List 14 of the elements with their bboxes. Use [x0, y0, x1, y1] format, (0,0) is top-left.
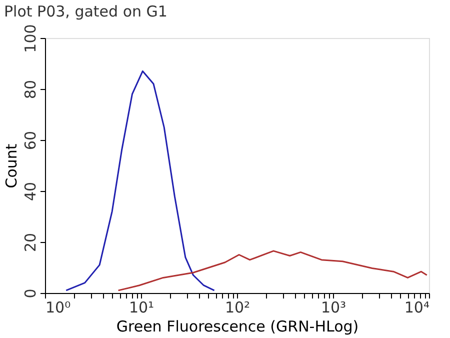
x-tick-label: 10⁰	[46, 298, 71, 316]
x-tick-label: 10³	[320, 298, 346, 316]
y-tick-label: 60	[22, 130, 40, 150]
x-tick-label: 10²	[224, 298, 250, 316]
x-tick-label: 10¹	[128, 298, 154, 316]
y-tick-label: 80	[22, 80, 40, 100]
x-axis-title: Green Fluorescence (GRN-HLog)	[116, 318, 359, 336]
y-tick-label: 100	[22, 24, 40, 53]
chart-title: Plot P03, gated on G1	[4, 2, 168, 21]
y-tick-label: 40	[22, 182, 40, 202]
y-tick-label: 20	[22, 232, 40, 252]
y-axis-title: Count	[2, 144, 20, 188]
y-tick-label: 0	[22, 288, 40, 298]
x-tick-label: 10⁴	[404, 298, 430, 316]
